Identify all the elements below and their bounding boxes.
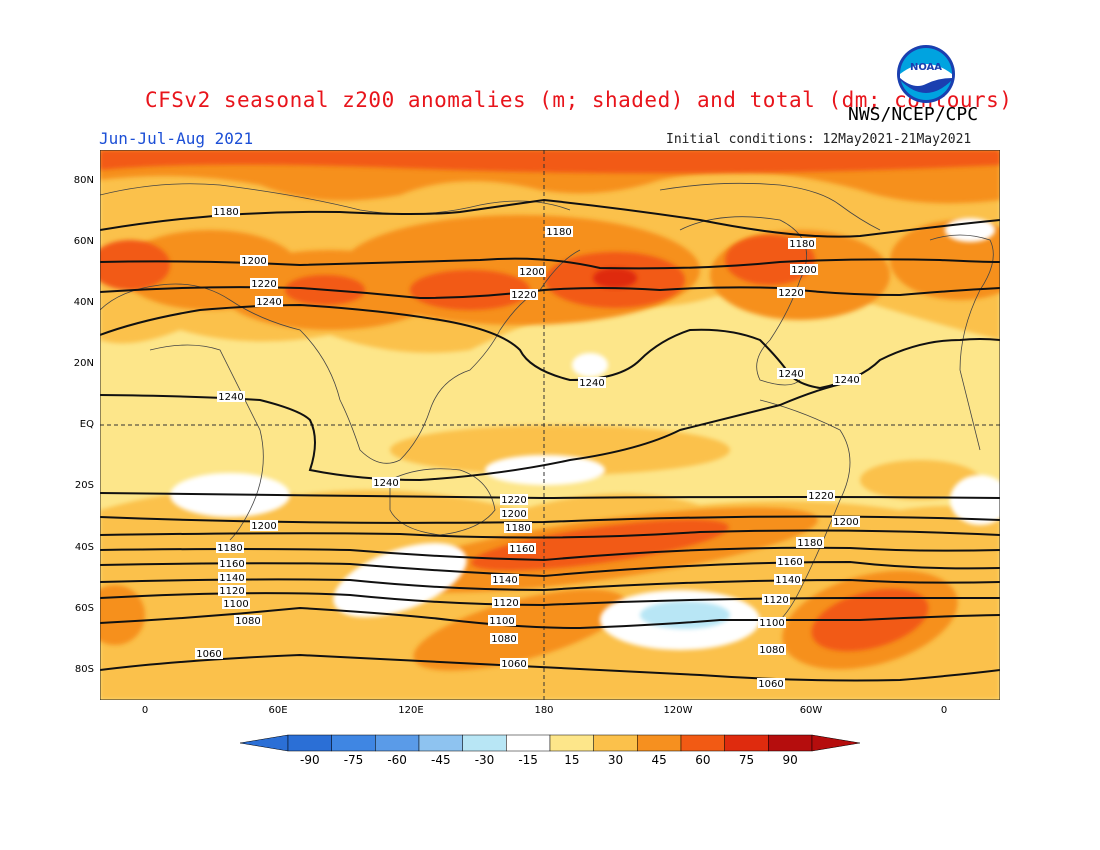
contour-label-1080: 1080 [235, 616, 260, 627]
contour-label-1060: 1060 [196, 649, 221, 660]
colorbar-label: 75 [738, 753, 755, 767]
logo-text: NOAA [910, 62, 942, 73]
anomaly-map: 1180 1180 1180 1200 1200 1200 1220 1220 … [100, 150, 1000, 700]
lat-label-60s: 60S [74, 603, 94, 614]
contour-label-1200b: 1200 [519, 267, 544, 278]
contour-label-1200d: 1200 [501, 509, 526, 520]
colorbar-cell [462, 734, 507, 752]
colorbar-label: 45 [651, 753, 667, 767]
colorbar-cell [593, 734, 638, 752]
agency-label: NWS/NCEP/CPC [848, 104, 979, 125]
contour-label-1160b: 1160 [219, 559, 244, 570]
colorbar [240, 734, 860, 752]
contour-label-1180c: 1180 [789, 239, 814, 250]
contour-label-1140c: 1140 [775, 575, 800, 586]
colorbar-label: 60 [695, 753, 711, 767]
contour-label-1220c: 1220 [778, 288, 803, 299]
colorbar-label: 90 [782, 753, 798, 767]
contours [100, 198, 1000, 682]
colorbar-cell [418, 734, 463, 752]
contour-label-1180b: 1180 [546, 227, 571, 238]
contour-label-1220b: 1220 [511, 290, 536, 301]
contour-label-1120: 1120 [219, 586, 244, 597]
colorbar-label: -90 [300, 753, 320, 767]
colorbar-cell [375, 734, 420, 752]
anomaly-75-90 [593, 268, 637, 288]
initial-conditions-label: Initial conditions: 12May2021-21May2021 [666, 132, 972, 147]
colorbar-label: -30 [474, 753, 495, 767]
contour-label-1140b: 1140 [492, 575, 517, 586]
colorbar-label: -15 [518, 753, 538, 767]
map-title: CFSv2 seasonal z200 anomalies (m; shaded… [145, 88, 1013, 112]
anomaly-60-75 [100, 150, 1000, 652]
contour-label-1220d: 1220 [501, 495, 526, 506]
contour-label-1200f: 1200 [833, 517, 858, 528]
colorbar-label: -75 [343, 753, 364, 767]
contour-label-1160c: 1160 [777, 557, 802, 568]
contour-label-1140: 1140 [219, 573, 244, 584]
contour-label-1080b: 1080 [491, 634, 516, 645]
colorbar-label: -60 [387, 753, 407, 767]
colorbar-label: 15 [564, 753, 580, 767]
contour-label-1120c: 1120 [763, 595, 788, 606]
colorbar-cell [637, 734, 682, 752]
lon-label-0-right: 0 [940, 705, 948, 716]
colorbar-arrow-right [811, 734, 860, 752]
contour-label-group: 1180 1180 1180 1200 1200 1200 1220 1220 … [195, 206, 861, 690]
colorbar-arrow-left [240, 734, 289, 752]
colorbar-cell [724, 734, 769, 752]
lon-label-0: 0 [141, 705, 149, 716]
lat-label-80n: 80N [73, 175, 94, 186]
contour-label-1100c: 1100 [759, 618, 784, 629]
contour-label-1060c: 1060 [758, 679, 783, 690]
lon-label-60e: 60E [268, 705, 288, 716]
lat-label-40n: 40N [73, 297, 94, 308]
contour-label-1220e: 1220 [808, 491, 833, 502]
noaa-logo: NOAA [897, 45, 955, 103]
lat-label-80s: 80S [74, 664, 94, 675]
lat-label-40s: 40S [74, 542, 94, 553]
colorbar-label: 30 [607, 753, 624, 767]
contour-label-1200: 1200 [241, 256, 266, 267]
lon-label-120w: 120W [663, 705, 693, 716]
contour-label-1220: 1220 [251, 279, 276, 290]
season-label: Jun-Jul-Aug 2021 [99, 129, 254, 148]
contour-label-1200e: 1200 [251, 521, 276, 532]
colorbar-cell [768, 734, 813, 752]
contour-label-1100: 1100 [223, 599, 248, 610]
colorbar-cell [680, 734, 725, 752]
contour-label-1120b: 1120 [493, 598, 518, 609]
contour-label-1080c: 1080 [759, 645, 784, 656]
colorbar-cell [331, 734, 376, 752]
contour-label-1240d: 1240 [834, 375, 859, 386]
colorbar-cell [549, 734, 594, 752]
contour-label-1240c: 1240 [778, 369, 803, 380]
contour-label-1180d: 1180 [505, 523, 530, 534]
contour-label-1240b: 1240 [579, 378, 604, 389]
lon-label-180: 180 [534, 705, 554, 716]
lat-label-60n: 60N [73, 236, 94, 247]
contour-label-1160: 1160 [509, 544, 534, 555]
contour-label-1240f: 1240 [373, 478, 398, 489]
lat-label-20n: 20N [73, 358, 94, 369]
contour-label-1180f: 1180 [797, 538, 822, 549]
contour-label-1240e: 1240 [218, 392, 243, 403]
contour-label-1100b: 1100 [489, 616, 514, 627]
colorbar-cell [506, 734, 551, 752]
contour-label-1060b: 1060 [501, 659, 526, 670]
colorbar-label: -45 [431, 753, 451, 767]
lon-label-60w: 60W [799, 705, 823, 716]
contour-label-1200c: 1200 [791, 265, 816, 276]
lat-label-eq: EQ [79, 419, 94, 430]
contour-label-1240: 1240 [256, 297, 281, 308]
lon-label-120e: 120E [398, 705, 424, 716]
contour-label-1180e: 1180 [217, 543, 242, 554]
lat-label-20s: 20S [74, 480, 94, 491]
colorbar-cell [287, 734, 332, 752]
contour-label-1180: 1180 [213, 207, 238, 218]
